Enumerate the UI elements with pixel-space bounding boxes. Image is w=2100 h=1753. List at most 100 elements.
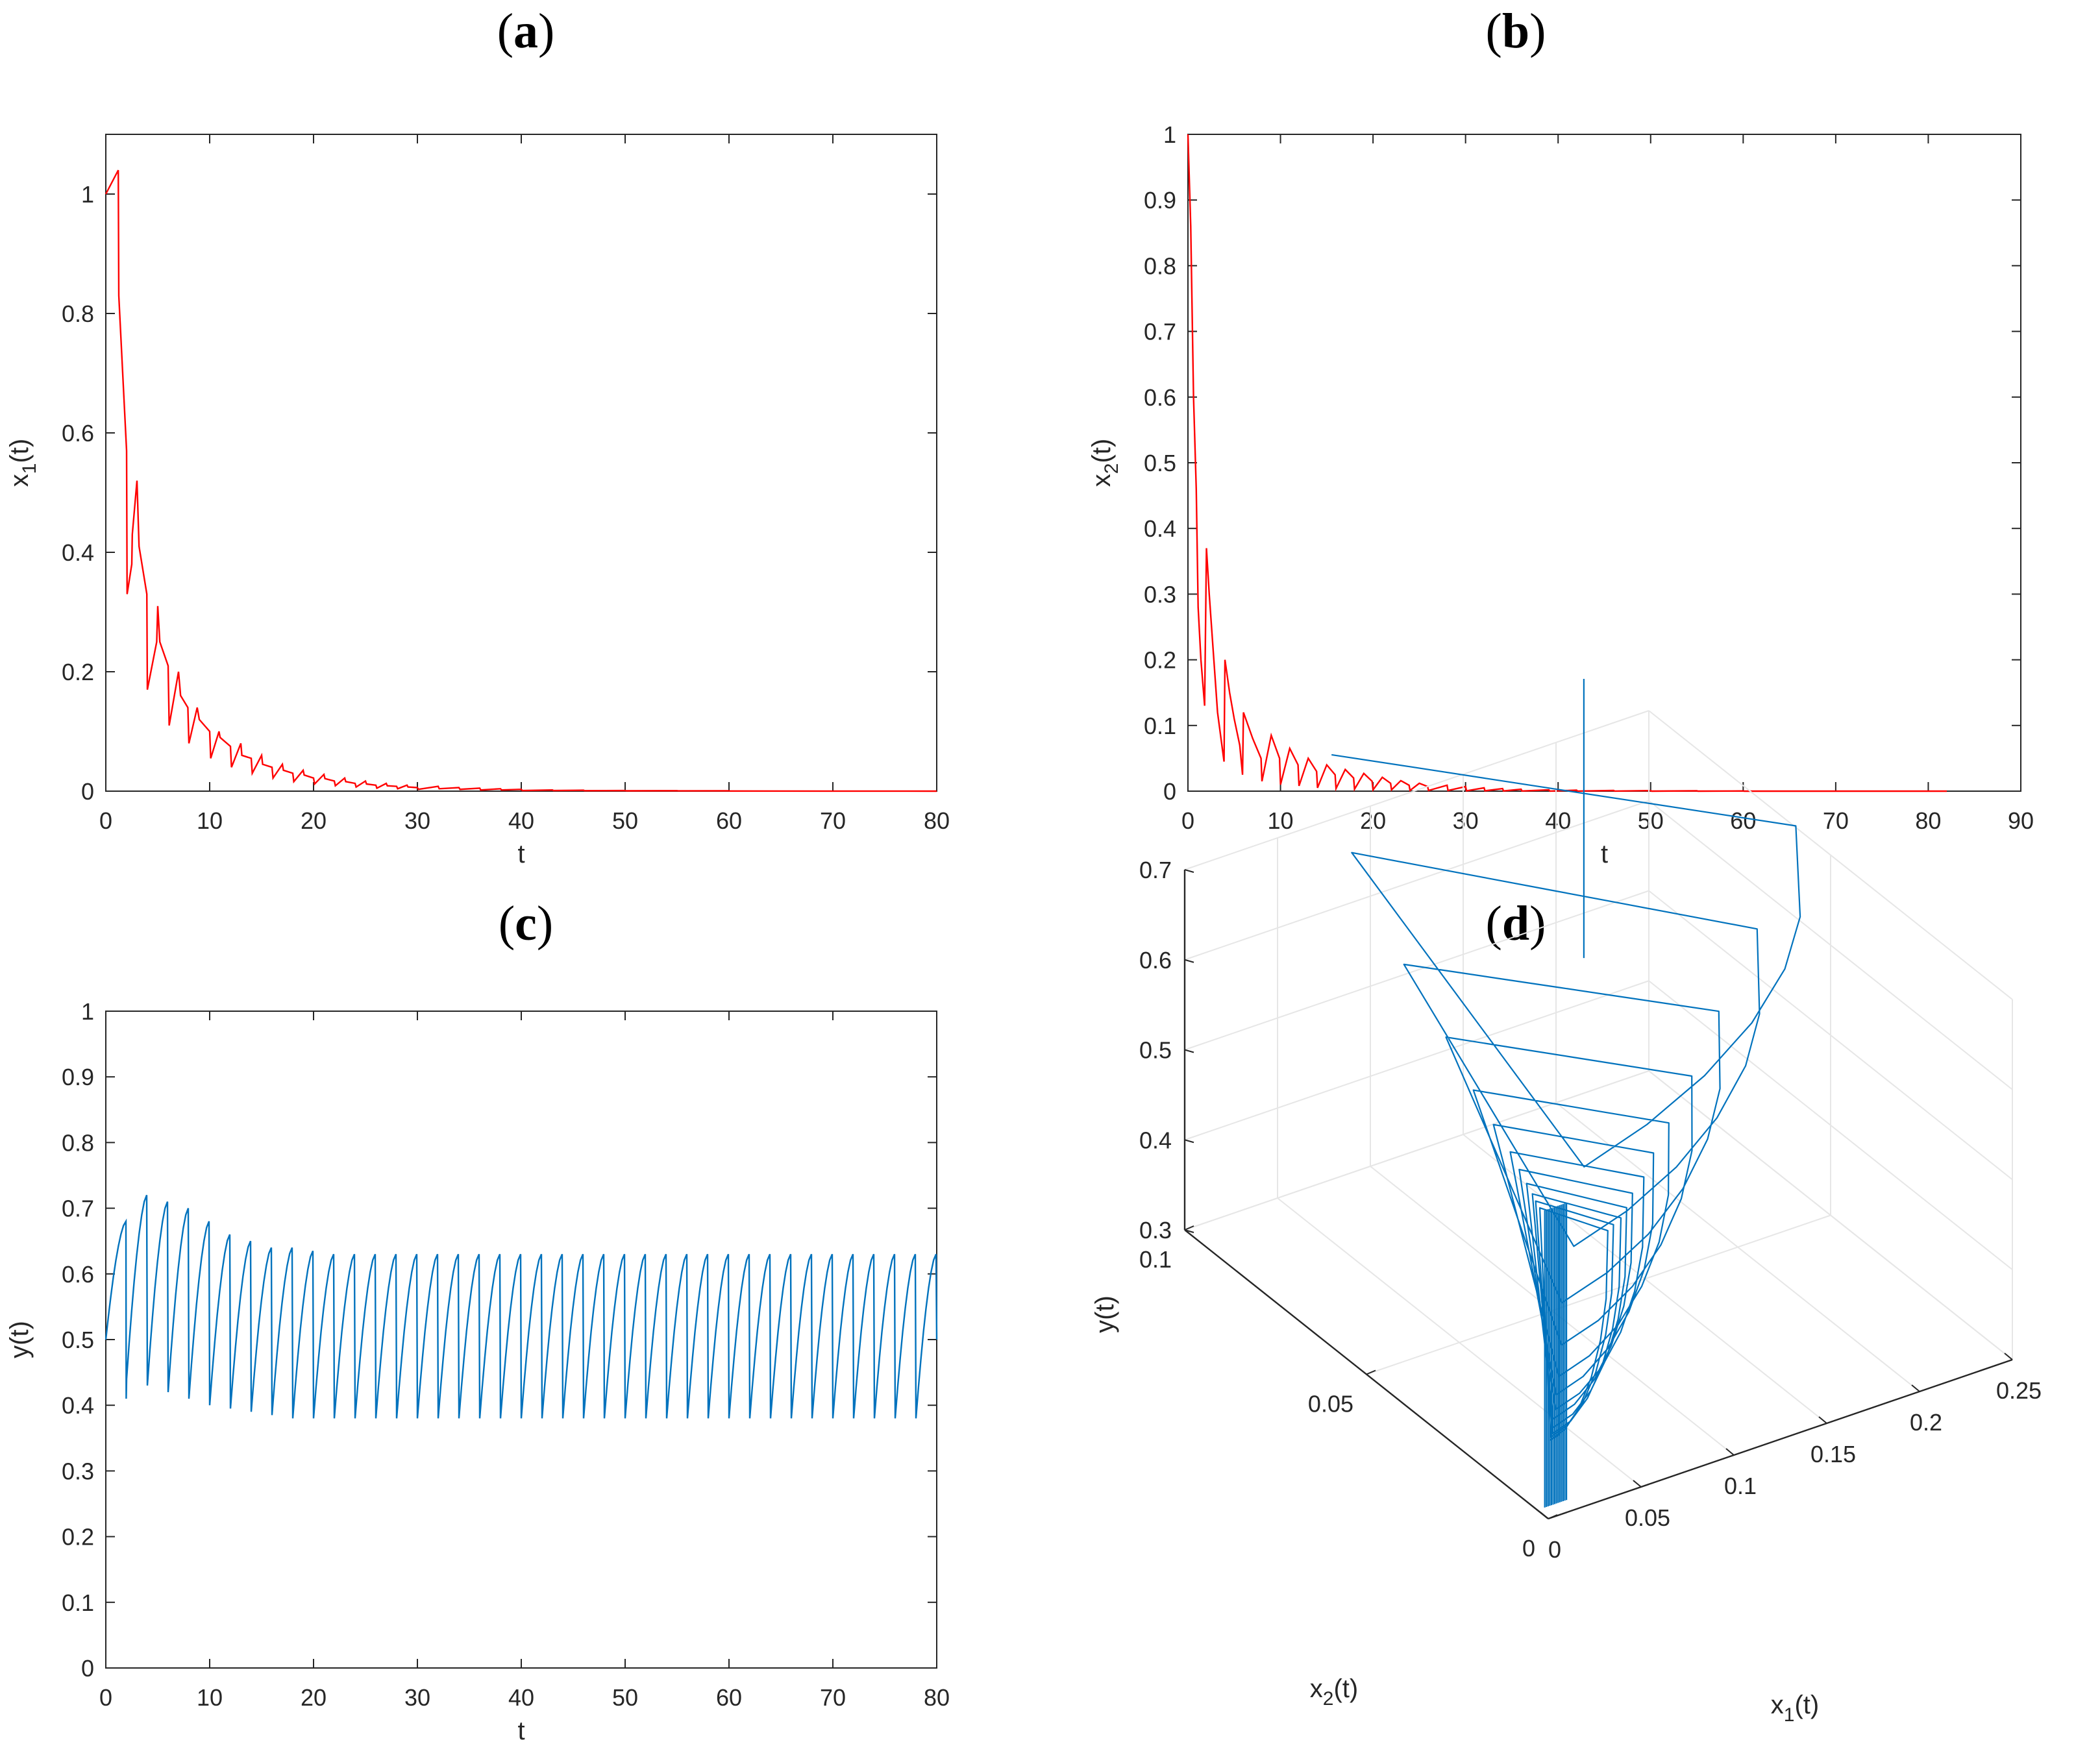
grid-line <box>1648 710 2013 1000</box>
x-tick-label-c: 70 <box>820 1684 846 1711</box>
x2-axis-label: x2(t) <box>1310 1674 1358 1710</box>
panel-label-d: (d) <box>1485 896 1546 951</box>
grid-line <box>1184 1070 1649 1231</box>
x1-tick <box>1911 1384 1920 1392</box>
y-axis-label-b-sub: 2 <box>1101 463 1122 474</box>
y-tick-label-b: 1 <box>1163 121 1176 148</box>
z-tick-label: 0.6 <box>1139 947 1172 974</box>
x2-axis-label-suffix: (t) <box>1333 1674 1358 1703</box>
x-tick-label-c: 20 <box>301 1684 327 1711</box>
y-tick-label-c: 1 <box>81 998 94 1025</box>
y-tick-label-b: 0 <box>1163 778 1176 805</box>
y-tick-label-b: 0.4 <box>1144 515 1176 542</box>
plot-area-b <box>1187 134 2021 792</box>
z-tick <box>1184 869 1194 873</box>
x-tick-label-b: 0 <box>1181 807 1194 834</box>
x2-tick <box>1366 1369 1376 1375</box>
x1-tick <box>2004 1353 2013 1360</box>
z-tick <box>1184 1049 1194 1053</box>
grid-line <box>1648 800 2013 1090</box>
y-tick-label-a: 0.8 <box>62 300 94 327</box>
y-tick-label-a: 0.4 <box>62 539 94 566</box>
x-tick-label-b: 60 <box>1730 807 1756 834</box>
x1-axis <box>1548 1358 2013 1520</box>
y-tick-label-c: 0.5 <box>62 1327 94 1353</box>
y-axis-label-a: x1(t) <box>5 439 40 487</box>
x-tick-label-a: 60 <box>716 807 742 834</box>
x-tick-label-b: 80 <box>1915 807 1941 834</box>
grid-line <box>1184 710 1649 870</box>
x1-axis-label: x1(t) <box>1771 1691 1819 1726</box>
y-tick-label-c: 0.7 <box>62 1195 94 1222</box>
x-tick-label-b: 70 <box>1823 807 1849 834</box>
y-tick-label-b: 0.8 <box>1144 252 1176 279</box>
x1-tick <box>1540 1512 1549 1519</box>
panel-label-c: (c) <box>498 896 554 951</box>
x-tick-label-c: 80 <box>924 1684 950 1711</box>
y-axis-label-c: y(t) <box>5 1321 34 1358</box>
chart-c: 0 10 20 30 40 50 60 70 80 0 0.1 0.2 0.3 0.4 0.5 0.6 0.7 0… <box>5 998 950 1745</box>
y-tick-label-c: 0.4 <box>62 1392 94 1419</box>
chart-b: 0 10 20 30 40 50 60 70 80 90 0 0.1 0.2 0.3 0.4 0.5 0.6 0.… <box>1087 121 2034 868</box>
z-tick <box>1184 959 1194 963</box>
x1-tick-label: 0.1 <box>1724 1473 1757 1499</box>
x1-tick-label: 0.25 <box>1996 1377 2042 1404</box>
x-tick-label-b: 30 <box>1453 807 1479 834</box>
x1-tick <box>1725 1448 1735 1456</box>
panel-label-a: (a) <box>497 4 555 58</box>
chart-d: 00.050.10.150.20.2500.050.10.30.40.50.60… <box>1091 679 2042 1726</box>
y-axis-label-b-suffix: (t) <box>1087 439 1116 463</box>
y-tick-label-a: 1 <box>81 181 94 208</box>
x2-tick-label: 0 <box>1522 1535 1535 1562</box>
x-tick-label-b: 20 <box>1360 807 1386 834</box>
panel-label-b: (b) <box>1485 4 1546 58</box>
x-tick-label-a: 20 <box>301 807 327 834</box>
x1-axis-label-base: x <box>1771 1691 1784 1719</box>
plot-area-a <box>105 134 937 792</box>
y-tick-label-b: 0.1 <box>1144 713 1176 739</box>
y-tick-label-a: 0.6 <box>62 420 94 447</box>
y-tick-label-a: 0 <box>81 778 94 805</box>
x1-axis-label-suffix: (t) <box>1794 1691 1819 1719</box>
x-tick-label-c: 0 <box>99 1684 112 1711</box>
x-tick-label-b: 50 <box>1638 807 1664 834</box>
x1-tick <box>1818 1416 1827 1424</box>
x1-tick-label: 0.2 <box>1910 1409 1942 1436</box>
grid-line <box>1184 890 1649 1051</box>
grid-line <box>1184 800 1649 961</box>
y-tick-label-c: 0.2 <box>62 1524 94 1551</box>
x-tick-label-c: 50 <box>612 1684 638 1711</box>
grid-line <box>1648 980 2013 1271</box>
x2-axis-label-base: x <box>1310 1674 1323 1703</box>
x1-axis-label-sub: 1 <box>1784 1704 1795 1726</box>
x-tick-label-b: 90 <box>2008 807 2034 834</box>
x-tick-label-a: 40 <box>508 807 534 834</box>
x1-tick-label: 0 <box>1548 1536 1561 1563</box>
x2-tick <box>1548 1514 1558 1519</box>
y-tick-label-c: 0.3 <box>62 1458 94 1484</box>
grid-line <box>1648 890 2013 1181</box>
x-axis-label-a: t <box>517 840 525 868</box>
x-tick-label-c: 40 <box>508 1684 534 1711</box>
x-axis-label-b: t <box>1601 840 1608 868</box>
z-tick-label: 0.7 <box>1139 857 1172 883</box>
series-line-x1 <box>105 169 937 792</box>
x-tick-label-a: 10 <box>197 807 223 834</box>
x-tick-label-c: 30 <box>404 1684 430 1711</box>
x-axis-label-c: t <box>517 1717 525 1745</box>
z-tick-label: 0.4 <box>1139 1127 1172 1153</box>
x-tick-label-a: 30 <box>404 807 430 834</box>
y-tick-label-c: 0.6 <box>62 1261 94 1288</box>
x-tick-label-a: 50 <box>612 807 638 834</box>
y-tick-label-b: 0.6 <box>1144 384 1176 411</box>
x2-axis-label-sub: 2 <box>1323 1688 1334 1710</box>
y-tick-label-a: 0.2 <box>62 659 94 685</box>
x2-tick-label: 0.05 <box>1308 1391 1353 1417</box>
x-tick-label-b: 10 <box>1268 807 1294 834</box>
z-tick-label: 0.3 <box>1139 1217 1172 1244</box>
z-tick <box>1184 1229 1194 1233</box>
z-tick-label: 0.5 <box>1139 1037 1172 1064</box>
trajectory-3d <box>1331 754 1801 1441</box>
